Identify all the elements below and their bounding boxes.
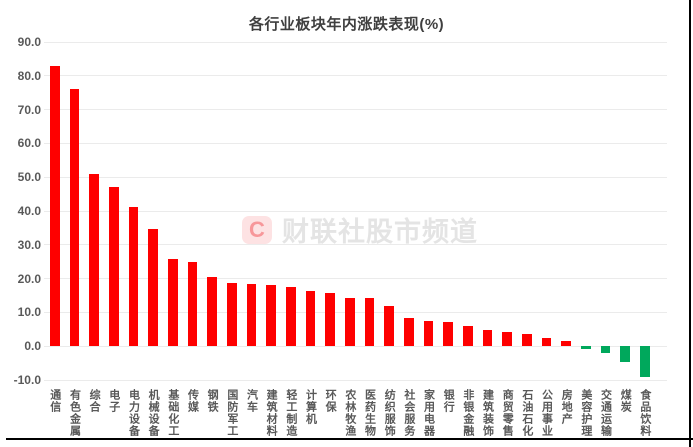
gridline [44,109,667,111]
y-axis-tick-label: 0.0 [24,339,41,354]
bar-医药生物 [364,297,375,347]
x-axis-label: 商贸零售 [501,389,514,437]
bar-轻工制造 [286,287,296,347]
gridline [44,75,667,77]
bar-环保 [325,293,335,347]
x-axis-label: 社会服务 [402,389,415,437]
x-axis-label: 国防军工 [225,389,238,437]
cailianshe-logo-icon: C [242,215,272,244]
gridline [44,41,667,43]
watermark: C 财联社股市频道 [242,210,478,249]
x-axis-label: 房地产 [560,389,573,425]
x-axis-label: 建筑装饰 [481,389,494,437]
bar-通信 [50,65,60,347]
x-axis-label: 农林牧渔 [343,389,356,437]
gridline [44,176,667,178]
gridline [44,345,667,347]
bar-银行 [443,321,453,347]
bar-农林牧渔 [345,297,355,347]
x-axis-label: 计算机 [304,389,317,425]
chart-title: 各行业板块年内涨跌表现(%) [248,16,445,33]
bar-电子 [109,187,119,347]
y-axis-tick-label: 30.0 [17,237,41,252]
bar-综合 [89,173,99,347]
gridline [44,278,667,280]
x-axis-label: 食品饮料 [638,389,651,437]
bar-建筑材料 [266,285,276,347]
y-axis-tick-label: -10.0 [13,373,41,387]
x-axis-label: 医药生物 [363,389,376,437]
x-axis-label: 钢铁 [206,389,219,413]
x-axis-label: 交通运输 [599,389,612,437]
x-axis-label: 通信 [48,389,61,413]
frame-border-right [689,0,691,447]
bar-美容护理 [581,346,591,350]
bar-电力设备 [128,206,139,347]
bar-社会服务 [404,318,414,347]
x-axis-label: 汽车 [245,389,258,413]
x-axis-label: 传媒 [186,389,199,413]
gridline [44,210,667,212]
x-axis-label: 煤炭 [619,389,632,413]
y-axis-tick-label: 60.0 [17,136,41,151]
bar-计算机 [305,291,316,347]
bar-汽车 [246,284,257,347]
y-axis-tick-label: 80.0 [17,68,41,83]
y-axis-tick-label: 90.0 [17,35,41,49]
bar-建筑装饰 [482,330,493,347]
bar-煤炭 [620,346,630,363]
gridline [44,379,667,381]
x-axis-label: 纺织服饰 [383,389,396,437]
x-axis-label: 基础化工 [166,389,179,437]
y-axis-tick-label: 50.0 [17,170,41,185]
x-axis-label: 非银金融 [461,389,474,437]
x-axis-label: 电子 [107,389,120,413]
bar-房地产 [561,341,571,347]
gridline [44,311,667,313]
bar-钢铁 [207,276,217,347]
x-axis-label: 有色金属 [68,389,81,437]
x-axis-label: 环保 [324,389,337,413]
bar-有色金属 [69,89,80,347]
bar-食品饮料 [640,346,650,377]
bar-交通运输 [600,346,611,353]
x-axis-label: 家用电器 [422,389,435,437]
bar-商贸零售 [502,332,512,347]
bar-机械设备 [148,229,158,347]
y-axis-tick-label: 70.0 [17,102,41,117]
x-axis-label: 建筑材料 [265,389,278,437]
y-axis-tick-label: 10.0 [17,305,41,320]
gridline [44,142,667,144]
bar-家用电器 [423,321,434,347]
bar-国防军工 [227,282,237,347]
bar-纺织服饰 [384,306,394,347]
x-axis-label: 公用事业 [540,389,553,437]
x-axis-label: 石油石化 [520,389,533,437]
bar-非银金融 [463,326,473,347]
x-axis-label: 美容护理 [579,389,592,437]
watermark-text: 财联社股市频道 [282,217,478,247]
gridline [44,244,667,246]
bar-基础化工 [168,258,178,347]
x-axis-label: 电力设备 [127,389,140,437]
x-axis-label: 银行 [442,389,455,413]
x-axis-label: 轻工制造 [284,389,297,437]
bar-传媒 [187,262,198,347]
bar-石油石化 [522,334,532,347]
x-axis-label: 综合 [88,389,101,413]
y-axis-tick-label: 20.0 [17,271,41,286]
bar-公用事业 [541,338,552,347]
frame-border-bottom [6,438,693,440]
y-axis-tick-label: 40.0 [17,204,41,218]
x-axis-label: 机械设备 [147,389,160,437]
